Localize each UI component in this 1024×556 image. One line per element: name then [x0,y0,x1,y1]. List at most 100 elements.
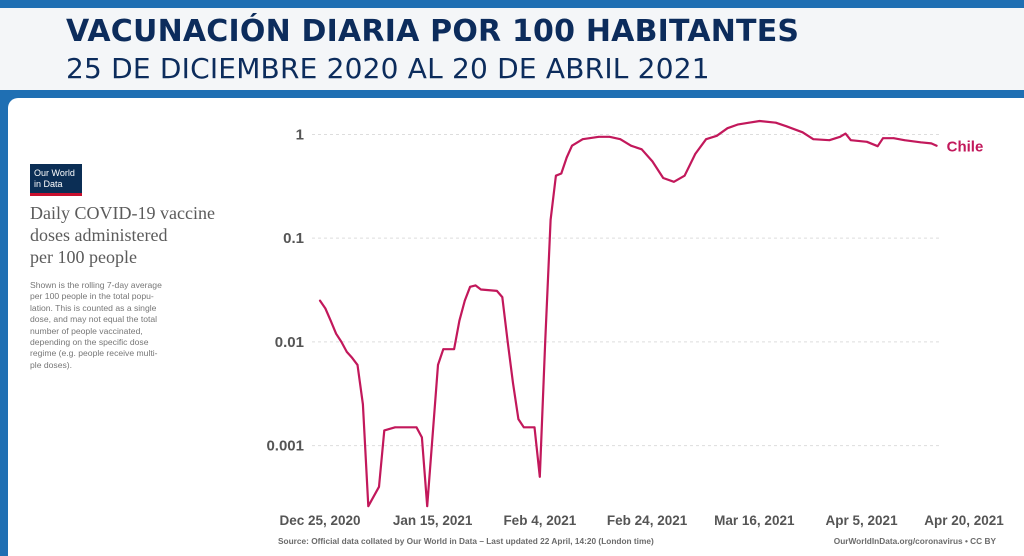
data-point [512,382,514,384]
data-point [882,137,884,140]
data-point [474,284,477,287]
page-subtitle: 25 DE DICIEMBRE 2020 AL 20 DE ABRIL 2021 [66,52,710,85]
x-tick-label: Apr 5, 2021 [826,513,899,528]
heading-line: Daily COVID-19 vaccine [30,203,215,223]
data-point [844,132,847,135]
y-tick-label: 1 [296,126,304,143]
y-tick-label: 0.01 [275,334,304,351]
chart-note: Shown is the rolling 7-day average per 1… [30,280,210,371]
x-axis-ticks: Dec 25, 2020 Jan 15, 2021 Feb 4, 2021 Feb 2… [279,513,1004,528]
heading-line: doses administered [30,225,168,245]
source-note: Source: Official data collated by Our Wo… [278,536,654,546]
data-point [630,144,632,147]
data-point [919,141,922,144]
series-layer: Chile [318,119,984,508]
data-point [351,357,354,359]
data-point [356,364,359,366]
data-point [849,139,852,142]
heading-line: per 100 people [30,247,137,267]
note-line: depending on the specific dose [30,337,149,348]
data-point [737,123,740,126]
data-point [774,121,777,124]
data-point [329,319,332,322]
data-point [458,319,461,322]
logo-line-2: in Data [34,179,63,189]
data-point [544,341,547,343]
data-point [480,288,482,291]
data-point [549,219,552,221]
note-line: per 100 people in the total popu- [30,291,154,302]
y-axis-ticks: 1 0.1 0.01 0.001 [266,126,304,454]
note-line: number of people vaccinated, [30,325,143,336]
y-tick-label: 0.001 [266,438,304,455]
data-point [565,156,568,159]
line-chart: 1 0.1 0.01 0.001 Dec 25, 2020 Jan 15, 2021 Fe… [266,119,1004,546]
data-point [892,137,895,140]
data-point [538,475,541,478]
data-point [442,348,445,351]
header-banner: VACUNACIÓN DIARIA POR 100 HABITANTES 25 … [0,8,1024,90]
data-point [705,138,707,141]
data-point [785,125,788,128]
data-point [496,290,498,292]
data-point [683,174,686,177]
data-point [415,426,418,429]
data-point [673,180,675,183]
data-point [715,134,718,137]
data-point [801,131,804,134]
data-point [571,144,573,147]
grid-lines [312,133,942,447]
chart-heading: Daily COVID-19 vaccine doses administere… [30,202,240,268]
data-point [812,138,815,141]
x-tick-label: Jan 15, 2021 [393,513,473,528]
data-point [528,426,530,429]
data-point [662,177,665,179]
data-point [421,436,423,439]
data-point [345,351,348,353]
data-point [367,505,370,508]
data-point [437,364,439,366]
data-point [748,121,750,124]
data-point [340,341,343,343]
series-label: Chile [947,139,984,156]
data-point [555,174,557,177]
data-point [758,120,761,122]
data-point [319,299,321,302]
data-point [533,426,536,429]
data-point [651,160,654,163]
data-point [394,426,396,429]
data-point [839,135,841,138]
note-line: lation. This is counted as a single [30,302,157,313]
data-point [324,307,327,310]
data-point [694,153,697,155]
page-title: VACUNACIÓN DIARIA POR 100 HABITANTES [66,14,800,49]
data-point [453,348,455,351]
owid-logo: Our World in Data [30,164,82,196]
data-point [362,403,364,406]
data-point [640,148,643,151]
data-point [866,140,868,143]
data-point [469,285,471,288]
data-point [930,142,933,145]
data-point [463,299,466,302]
x-tick-label: Apr 20, 2021 [924,513,1004,528]
data-point [935,144,938,147]
data-point [426,505,429,508]
data-point [501,296,504,298]
x-tick-label: Mar 16, 2021 [714,513,795,528]
data-point [522,426,525,429]
data-point [560,172,563,175]
data-point [726,127,729,130]
data-point [378,485,380,488]
data-point [608,135,611,138]
logo-line-1: Our World [34,168,75,178]
series-line-chile [318,119,938,508]
note-line: ple doses). [30,359,73,370]
data-point [597,135,600,138]
data-point [581,138,584,141]
data-point [335,332,337,335]
data-point [828,139,831,142]
data-point [903,139,906,142]
x-tick-label: Feb 24, 2021 [607,513,688,528]
source-url: OurWorldInData.org/coronavirus • CC BY [834,536,997,546]
